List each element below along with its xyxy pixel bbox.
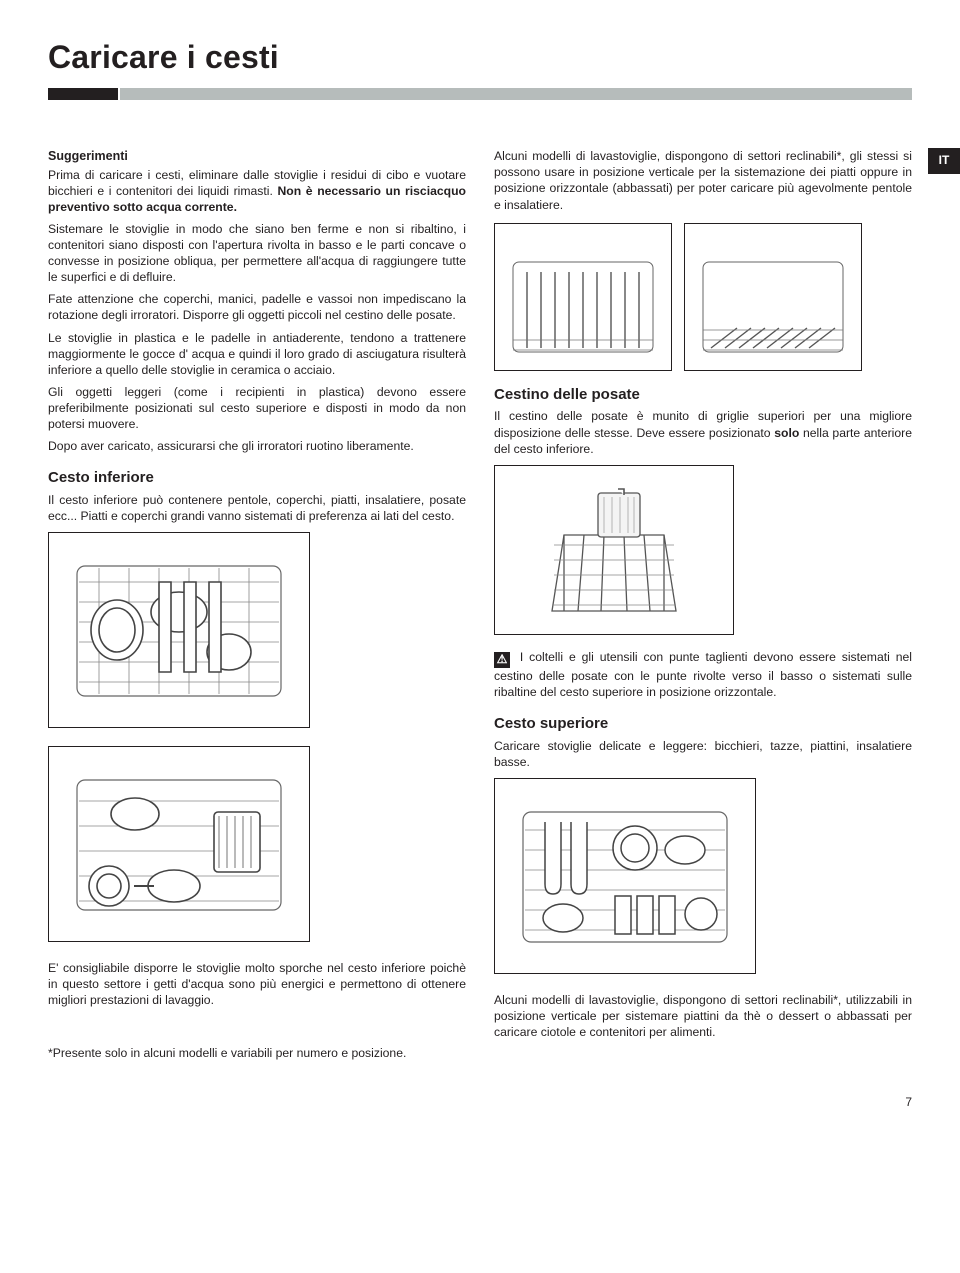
cestino-posate-heading: Cestino delle posate (494, 385, 912, 405)
cesto-inferiore-p1: Il cesto inferiore può contenere pentole… (48, 492, 466, 524)
left-column: Suggerimenti Prima di caricare i cesti, … (48, 148, 466, 1066)
suggerimenti-p6: Dopo aver caricato, assicurarsi che gli … (48, 438, 466, 454)
footnote: *Presente solo in alcuni modelli e varia… (48, 1045, 466, 1061)
suggerimenti-p4: Le stoviglie in plastica e le padelle in… (48, 330, 466, 378)
rule-grey-segment (118, 88, 912, 100)
cesto-superiore-heading: Cesto superiore (494, 714, 912, 734)
cesto-inferiore-heading: Cesto inferiore (48, 468, 466, 488)
page-title: Caricare i cesti (48, 36, 912, 78)
right-intro-p1: Alcuni modelli di lavastoviglie, dispong… (494, 148, 912, 212)
right-column: IT Alcuni modelli di lavastoviglie, disp… (494, 148, 912, 1066)
rule-black-segment (48, 88, 118, 100)
cestino-posate-p1: Il cestino delle posate è munito di grig… (494, 408, 912, 456)
cestino-posate-p1b: solo (774, 426, 799, 440)
page-number: 7 (48, 1095, 912, 1111)
cesto-superiore-after: Alcuni modelli di lavastoviglie, dispong… (494, 992, 912, 1040)
suggerimenti-p1: Prima di caricare i cesti, eliminare dal… (48, 167, 466, 215)
warning-icon: ⚠ (494, 652, 510, 668)
cesto-superiore-p1: Caricare stoviglie delicate e leggere: b… (494, 738, 912, 770)
cesto-inferiore-after: E' consigliabile disporre le stoviglie m… (48, 960, 466, 1008)
lower-rack-illustration-2 (48, 746, 310, 942)
cutlery-basket-illustration (494, 465, 734, 635)
language-tab: IT (928, 148, 960, 174)
warning-paragraph: ⚠ I coltelli e gli utensili con punte ta… (494, 649, 912, 700)
folding-tines-illustrations (494, 223, 912, 371)
title-rule (48, 88, 912, 100)
footnote-wrap: *Presente solo in alcuni modelli e varia… (48, 1045, 466, 1061)
folding-tines-down (684, 223, 862, 371)
lower-rack-illustration-1 (48, 532, 310, 728)
suggerimenti-p5: Gli oggetti leggeri (come i recipienti i… (48, 384, 466, 432)
suggerimenti-p3: Fate attenzione che coperchi, manici, pa… (48, 291, 466, 323)
suggerimenti-heading: Suggerimenti (48, 148, 466, 165)
suggerimenti-p2: Sistemare le stoviglie in modo che siano… (48, 221, 466, 285)
warning-text: I coltelli e gli utensili con punte tagl… (494, 650, 912, 699)
content-columns: Suggerimenti Prima di caricare i cesti, … (48, 148, 912, 1066)
upper-rack-illustration (494, 778, 756, 974)
folding-tines-up (494, 223, 672, 371)
